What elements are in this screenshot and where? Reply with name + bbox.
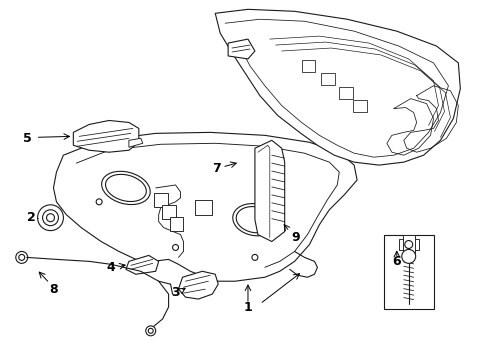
Polygon shape <box>73 121 139 152</box>
Text: 9: 9 <box>291 231 299 244</box>
Polygon shape <box>195 200 212 215</box>
Circle shape <box>19 255 25 260</box>
Text: 8: 8 <box>49 283 58 296</box>
Polygon shape <box>402 235 414 255</box>
Polygon shape <box>178 271 218 299</box>
Circle shape <box>145 326 155 336</box>
Polygon shape <box>398 239 418 251</box>
Circle shape <box>42 210 59 226</box>
Ellipse shape <box>102 171 150 204</box>
Polygon shape <box>215 9 459 165</box>
Circle shape <box>96 199 102 205</box>
Text: 4: 4 <box>106 261 115 274</box>
Ellipse shape <box>105 174 146 202</box>
Text: 7: 7 <box>211 162 220 175</box>
Polygon shape <box>321 73 335 85</box>
Circle shape <box>172 244 178 251</box>
Polygon shape <box>352 100 366 112</box>
Polygon shape <box>153 193 167 207</box>
Text: 2: 2 <box>27 211 36 224</box>
Circle shape <box>401 249 415 264</box>
Polygon shape <box>53 132 356 281</box>
Text: 3: 3 <box>171 285 180 299</box>
Circle shape <box>404 240 412 248</box>
Polygon shape <box>228 39 254 59</box>
Polygon shape <box>126 255 158 274</box>
Text: 6: 6 <box>392 255 400 268</box>
Polygon shape <box>383 235 433 309</box>
Circle shape <box>251 255 257 260</box>
Polygon shape <box>254 140 284 242</box>
Polygon shape <box>301 60 315 72</box>
Ellipse shape <box>232 204 277 236</box>
Ellipse shape <box>236 207 273 233</box>
Text: 5: 5 <box>23 132 32 145</box>
Text: 1: 1 <box>243 301 252 314</box>
Circle shape <box>46 214 54 222</box>
Circle shape <box>148 328 153 333</box>
Polygon shape <box>339 87 352 99</box>
Circle shape <box>16 251 28 264</box>
Polygon shape <box>169 217 183 231</box>
Polygon shape <box>162 205 175 219</box>
Polygon shape <box>129 138 142 147</box>
Circle shape <box>38 205 63 231</box>
